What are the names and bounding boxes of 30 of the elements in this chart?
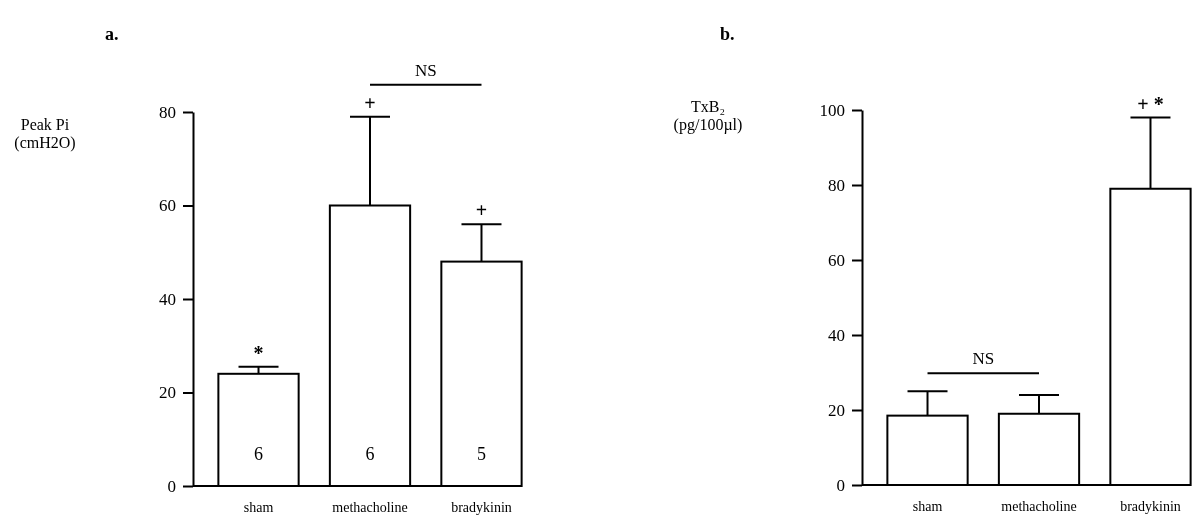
y-tick-label: 80 [828,175,845,195]
text: NS [414,60,437,80]
annotation: * [253,341,264,364]
x-tick-label: methacholine [1001,499,1077,514]
y-tick-label: 40 [159,289,176,309]
annotation: 5 [476,444,486,464]
annotation: + [475,199,488,222]
annotation: 6 [254,444,264,464]
x-tick-label: sham [912,499,943,514]
y-tick-label: 20 [159,383,176,403]
y-axis-title: Peak Pi (cmH2O) [14,116,76,153]
y-tick-label: 60 [159,196,176,216]
y-tick-label: 20 [828,400,845,420]
x-tick-label: bradykinin [1120,499,1181,514]
annotation: NS [972,349,995,369]
y-axis-title: TxB₂ (pg/100µl) [673,98,743,135]
y-tick-label: 0 [836,475,845,495]
y-tick-label: 60 [828,250,845,270]
x-tick-label: bradykinin [451,500,512,515]
annotation: 6 [365,444,375,464]
x-tick-label: sham [243,500,274,515]
y-tick-label: 0 [167,476,176,496]
annotation: + [364,91,376,114]
annotation: + * [1137,92,1164,115]
y-tick-label: 80 [159,102,176,122]
chart-title: a. [105,24,119,44]
y-tick-label: 100 [819,100,845,120]
chart-title: b. [720,24,735,44]
y-tick-label: 40 [828,325,845,345]
x-tick-label: methacholine [332,500,408,515]
